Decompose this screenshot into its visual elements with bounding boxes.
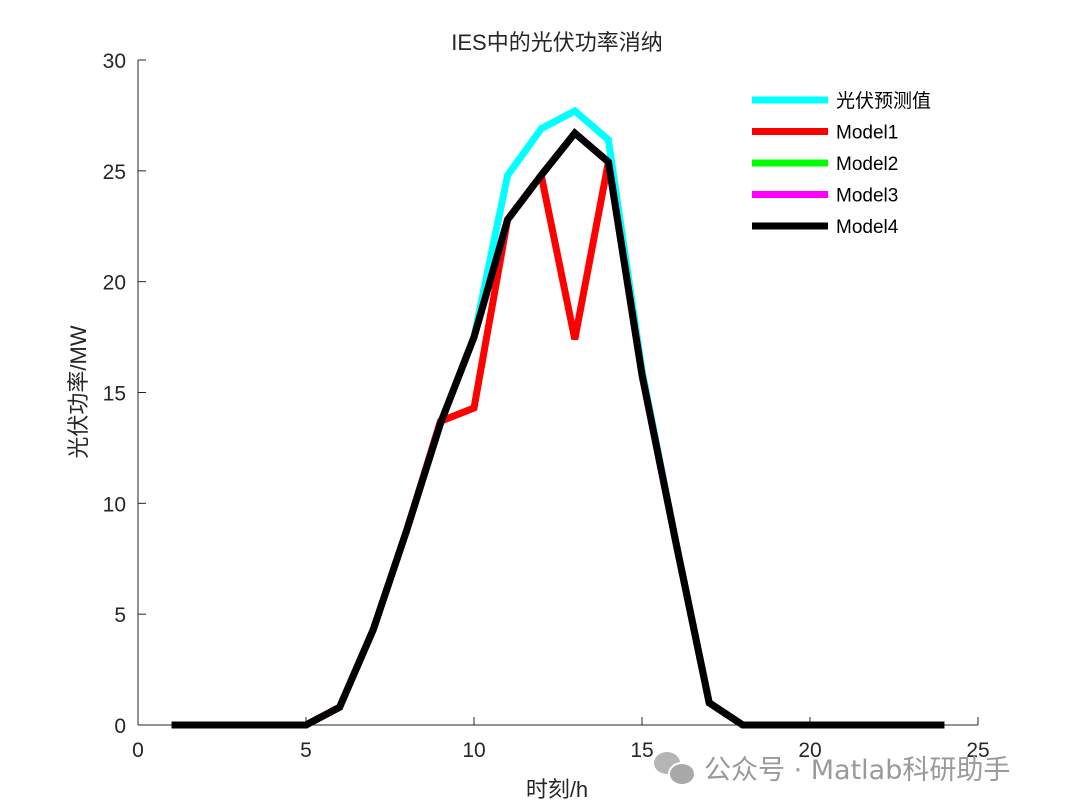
x-tick-label: 5	[300, 739, 312, 762]
x-axis-label: 时刻/h	[526, 777, 588, 802]
y-tick-label: 15	[103, 383, 126, 406]
y-tick-label: 20	[103, 272, 126, 295]
chart-title: IES中的光伏功率消纳	[451, 30, 662, 55]
x-tick-label: 20	[798, 739, 821, 762]
legend-label: Model1	[836, 123, 898, 144]
y-tick-label: 0	[114, 715, 126, 738]
legend-label: Model2	[836, 154, 898, 175]
series-line-Model3	[171, 128, 945, 729]
series-line-光伏预测值	[171, 106, 945, 729]
y-tick-label: 10	[103, 493, 126, 516]
x-tick-label: 25	[966, 739, 989, 762]
plot-lines	[171, 106, 945, 729]
legend-label: Model3	[836, 186, 898, 207]
x-tick-label: 15	[630, 739, 653, 762]
y-tick-label: 5	[114, 604, 126, 627]
x-tick-label: 0	[132, 739, 144, 762]
watermark: 公众号 · Matlab科研助手	[652, 748, 1010, 787]
wechat-icon	[652, 750, 696, 786]
y-tick-label: 25	[103, 161, 126, 184]
x-tick-label: 10	[462, 739, 485, 762]
series-line-Model1	[171, 161, 945, 729]
y-axis-label: 光伏功率/MW	[66, 325, 91, 458]
legend-label: 光伏预测值	[836, 90, 931, 112]
legend-label: Model4	[836, 217, 899, 238]
axes: 0 5 10 15 20 25 0 5 10 15 20 25 30	[103, 50, 990, 762]
series-line-Model2	[171, 128, 945, 729]
series-line-Model4	[171, 128, 945, 729]
legend: 光伏预测值 Model1 Model2 Model3 Model4	[752, 90, 931, 238]
watermark-text: 公众号 · Matlab科研助手	[704, 755, 1011, 786]
y-tick-label: 30	[103, 50, 126, 73]
